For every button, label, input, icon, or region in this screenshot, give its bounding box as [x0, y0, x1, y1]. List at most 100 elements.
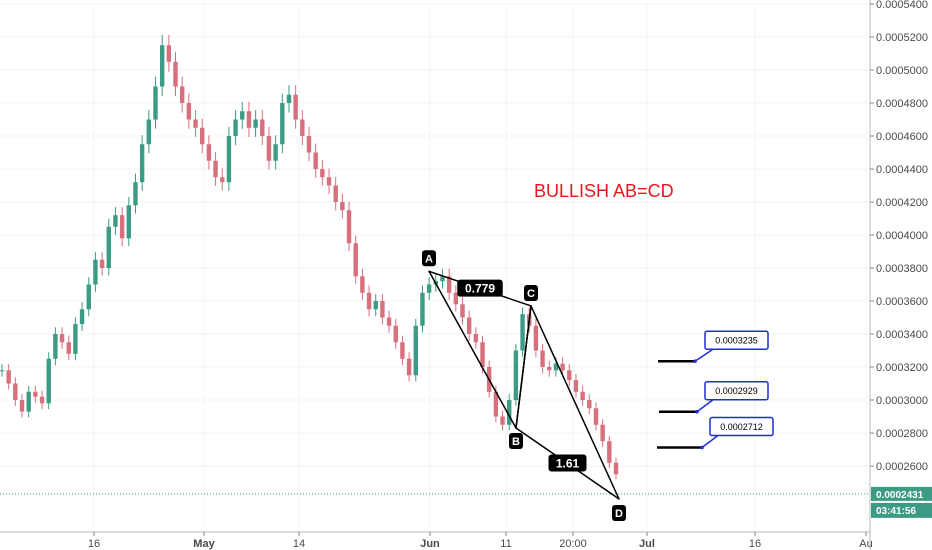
- time-axis[interactable]: 16 May 14 Jun 11 20:00 Jul 16 Au: [0, 531, 873, 550]
- candle-body: [353, 243, 358, 277]
- target-callout-box[interactable]: [704, 330, 769, 350]
- candle-body: [607, 441, 612, 463]
- target-callout-box[interactable]: [704, 380, 769, 401]
- target-value: 0.0002929: [715, 386, 758, 396]
- candle-body: [540, 350, 545, 367]
- candle-body: [53, 334, 58, 359]
- time-tick-label: Au: [859, 538, 872, 550]
- candle-body: [233, 119, 238, 136]
- candle-body: [246, 111, 252, 128]
- candle-body: [73, 324, 78, 354]
- candle-body: [46, 358, 51, 404]
- candle-body: [33, 391, 38, 397]
- target-callout-pointer: [701, 434, 719, 449]
- price-tick-label: 0.0004800: [876, 98, 928, 110]
- price-tick-label: 0.0004000: [876, 230, 928, 242]
- candle-body: [99, 259, 105, 268]
- candle-body: [200, 127, 205, 145]
- price-axis[interactable]: 0.0005400 0.0005200 0.0005000 0.0004800 0.00…: [869, 0, 932, 550]
- time-tick-label: Jun: [420, 538, 440, 550]
- point-b-label: B: [512, 436, 520, 448]
- target-anchor-dot: [693, 359, 697, 364]
- candle-body: [333, 185, 338, 202]
- candle-body: [613, 462, 619, 475]
- point-a-label: A: [425, 253, 433, 265]
- candle-body: [153, 86, 158, 120]
- price-tick-label: 0.0005200: [876, 32, 928, 44]
- candle-body: [480, 342, 485, 367]
- candle-body: [600, 424, 605, 442]
- candle-body: [366, 292, 372, 310]
- candle-body: [240, 111, 245, 120]
- candle-body: [273, 144, 278, 161]
- candle-body: [473, 334, 479, 343]
- candle-body: [193, 119, 198, 128]
- target-value: 0.0003235: [715, 336, 758, 346]
- ratio-badge: [457, 279, 503, 297]
- current-price-tag: [871, 486, 932, 501]
- target-levels: 0.0003235 0.0002929 0.0002712: [657, 330, 774, 450]
- candle-body: [446, 276, 452, 293]
- candle-body: [106, 226, 111, 268]
- time-tick-label: 14: [293, 538, 305, 550]
- candle-body: [580, 391, 585, 400]
- candle-body: [26, 391, 31, 412]
- candle-body: [420, 292, 425, 326]
- candle-body: [186, 103, 192, 120]
- candle-body: [567, 370, 572, 381]
- time-tick-label: 16: [749, 538, 761, 550]
- candle-body: [293, 94, 298, 120]
- price-tick-label: 0.0005400: [876, 0, 928, 11]
- candle-body: [400, 342, 405, 359]
- countdown-tag: [871, 502, 932, 518]
- candle-body: [253, 119, 258, 128]
- candle-body: [66, 342, 71, 354]
- candle-body: [547, 367, 552, 371]
- candle-body: [313, 152, 318, 169]
- price-tick-label: 0.0004200: [876, 197, 928, 209]
- price-tick-label: 0.0004400: [876, 164, 928, 176]
- time-tick-label: 11: [500, 538, 511, 550]
- candle-body: [86, 284, 91, 310]
- candle-body: [19, 400, 25, 412]
- candles: [0, 35, 619, 480]
- price-tick-label: 0.0003800: [876, 263, 928, 275]
- candle-body: [340, 202, 345, 211]
- candle-body: [466, 317, 472, 334]
- candle-body: [393, 325, 398, 343]
- candle-body: [119, 215, 125, 239]
- current-price-value: 0.0002431: [876, 490, 924, 501]
- pattern-title: BULLISH AB=CD: [534, 181, 674, 201]
- candle-body: [79, 309, 85, 325]
- candle-body: [0, 370, 5, 372]
- time-tick-label: 16: [88, 538, 100, 550]
- price-tick-label: 0.0005000: [876, 65, 928, 77]
- price-tick-label: 0.0002600: [876, 461, 928, 473]
- point-c-label: C: [527, 288, 535, 300]
- candle-body: [593, 408, 599, 425]
- candle-body: [520, 314, 525, 351]
- candle-body: [6, 370, 11, 384]
- candle-body: [373, 301, 378, 310]
- price-tick-label: 0.0002800: [876, 428, 928, 440]
- candle-body: [320, 169, 325, 178]
- price-tick-label: 0.0003200: [876, 362, 928, 374]
- ratio-badge: [548, 454, 587, 472]
- time-tick-label: Jul: [639, 538, 655, 550]
- candle-body: [206, 144, 212, 161]
- candle-body: [513, 350, 519, 400]
- target-callout-box[interactable]: [709, 416, 774, 437]
- candle-body: [440, 276, 445, 282]
- candle-body: [413, 325, 418, 376]
- price-tick-label: 0.0003400: [876, 329, 928, 341]
- candle-body: [507, 400, 512, 425]
- candle-body: [326, 177, 332, 186]
- candle-body: [173, 61, 178, 87]
- point-d-badge: [612, 505, 626, 521]
- candle-body: [587, 400, 592, 409]
- candle-body: [533, 325, 539, 351]
- candle-body: [159, 45, 165, 87]
- candle-body: [560, 363, 565, 371]
